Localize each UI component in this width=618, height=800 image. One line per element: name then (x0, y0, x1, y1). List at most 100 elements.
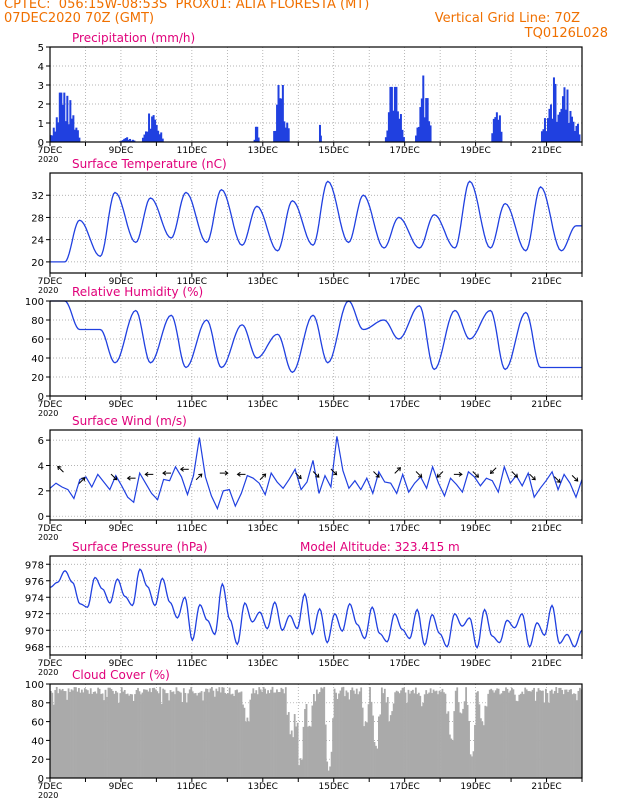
precip-bar (552, 77, 555, 142)
cloud-bar (154, 689, 157, 778)
cloud-bar (49, 690, 52, 778)
cloud-bar (243, 707, 246, 778)
cloud-bar (141, 692, 144, 778)
cloud-bar (171, 692, 173, 778)
y-tick-label: 20 (31, 755, 44, 766)
cloud-bar (113, 693, 116, 778)
cloud-bar (131, 694, 134, 778)
cloud-bar (88, 693, 91, 778)
cloud-bar (407, 689, 410, 778)
cloud-bar (293, 714, 296, 778)
precip-bar (573, 130, 576, 142)
cloud-bar (116, 692, 119, 778)
precip-bar (546, 118, 549, 142)
cloud-bar (287, 712, 290, 778)
y-tick-label: 978 (25, 560, 44, 571)
cloud-bar (119, 693, 122, 778)
cloud-bar (54, 690, 57, 778)
cloud-bar (228, 687, 231, 778)
y-tick-label: 5 (38, 43, 44, 54)
cloud-bar (509, 690, 512, 778)
cloud-bar (568, 689, 571, 778)
cloud-bar (406, 703, 408, 778)
precip-bar (253, 139, 256, 142)
precip-bar (70, 118, 73, 142)
precip-bar (283, 121, 286, 142)
cloud-bar (469, 754, 472, 778)
precip-bar (78, 137, 81, 142)
cloud-bar (355, 688, 358, 778)
precip-bar (256, 126, 259, 142)
cloud-bar (341, 687, 343, 778)
cloud-bar (537, 688, 540, 778)
cloud-bar (253, 693, 256, 778)
cloud-bar (437, 694, 439, 778)
precip-bar (578, 134, 581, 142)
x-tick-label: 11DEC (177, 146, 207, 156)
cloud-bar (273, 692, 275, 778)
cloud-bar (122, 691, 125, 778)
y-tick-label: 4 (38, 461, 44, 472)
wind-arrow-head (224, 470, 229, 476)
cloud-bar (420, 706, 423, 778)
cloud-bar (148, 688, 151, 778)
cloud-bar (286, 714, 289, 778)
cloud-bar (338, 693, 340, 778)
cloud-bar (280, 687, 283, 778)
wind-arrow-head (474, 473, 479, 478)
cloud-bar (525, 689, 528, 778)
cloud-bar (101, 693, 104, 778)
cloud-bar (103, 700, 105, 778)
precip-bar (277, 85, 280, 142)
cloud-bar (138, 691, 141, 778)
wind-arrow-shaft (312, 471, 320, 478)
cloud-bar (305, 704, 308, 778)
wind-arrow-shaft (553, 476, 561, 483)
x-tick-label: 15DEC (319, 277, 349, 287)
x-tick-label: 17DEC (389, 277, 419, 287)
cloud-bar (86, 690, 89, 778)
cloud-bar (434, 691, 436, 778)
wind-arrow-head (57, 465, 62, 470)
x-year-label: 2020 (38, 668, 58, 677)
cloud-bar (55, 686, 58, 778)
cloud-bar (323, 686, 326, 778)
cloud-bar (245, 721, 247, 778)
cloud-bar (332, 718, 334, 778)
cloud-bar (462, 708, 465, 778)
y-tick-label: 968 (25, 643, 44, 654)
cloud-bar (478, 704, 481, 778)
wind-arrow-head (489, 469, 495, 475)
precip-bar (126, 137, 129, 142)
cloud-bar (383, 688, 386, 778)
cloud-bar (358, 691, 361, 778)
cloud-bar (499, 694, 501, 778)
cloud-bar (295, 726, 298, 778)
x-tick-label: 19DEC (460, 277, 490, 287)
cloud-bar (268, 693, 271, 778)
cloud-bar (199, 692, 201, 778)
cloud-bar (211, 687, 213, 778)
wind-arrow (236, 471, 246, 477)
precip-bar (52, 127, 55, 142)
panel-border (49, 683, 583, 779)
cloud-bar (477, 691, 479, 778)
x-tick-label: 15DEC (319, 146, 349, 156)
cloud-bar (284, 687, 287, 778)
precip-bar (151, 116, 154, 142)
panel-border (49, 300, 583, 397)
cloud-bar (440, 691, 442, 778)
cloud-bar (252, 688, 255, 778)
panel-title: Surface Temperature (nC) (72, 157, 227, 171)
cloud-bar (565, 689, 568, 778)
cloud-bar (522, 694, 525, 778)
y-tick-label: 100 (25, 297, 44, 308)
cloud-bar (302, 726, 305, 778)
cloud-bar (556, 693, 559, 778)
cloud-bar (574, 693, 577, 778)
x-tick-label: 21DEC (531, 277, 561, 287)
precip-bar (491, 133, 494, 142)
cloud-bar (314, 701, 317, 778)
cloud-bar (539, 690, 541, 778)
wind-arrow (472, 471, 479, 478)
